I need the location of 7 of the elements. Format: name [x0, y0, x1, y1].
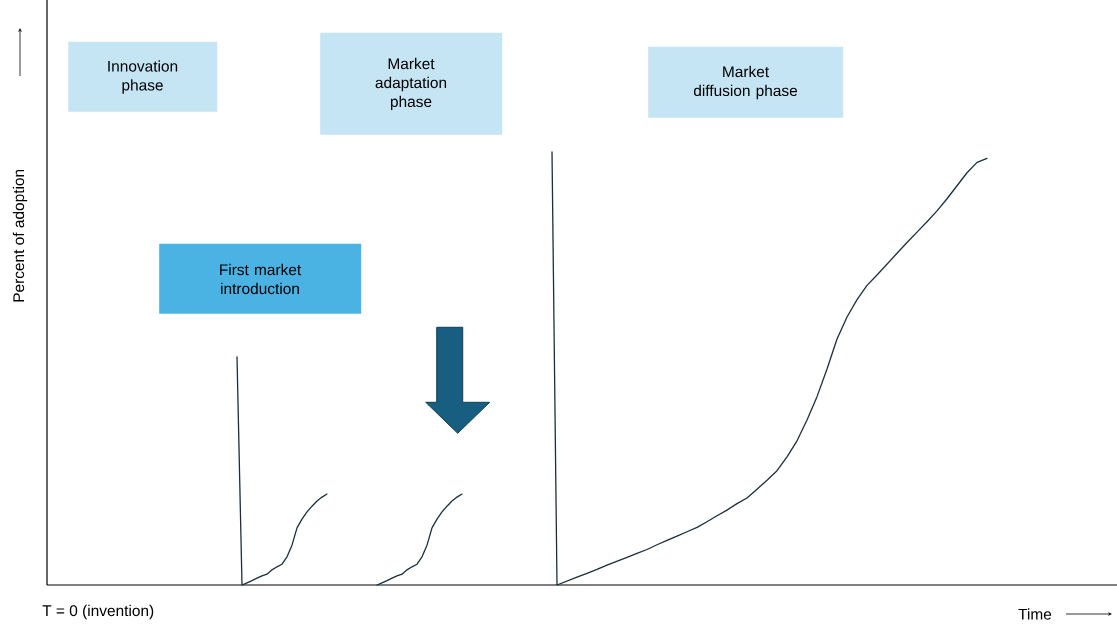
text: Market diffusion phase	[693, 65, 798, 100]
annotation: First market introduction	[220, 263, 302, 295]
text: Market adaptation phase	[375, 57, 447, 111]
text: Innovation phase	[108, 60, 178, 94]
text: T = 0 (invention)	[42, 604, 154, 620]
y-axis-title: Percent of adoption	[12, 169, 28, 302]
x-axis-title: Time	[1018, 608, 1052, 620]
